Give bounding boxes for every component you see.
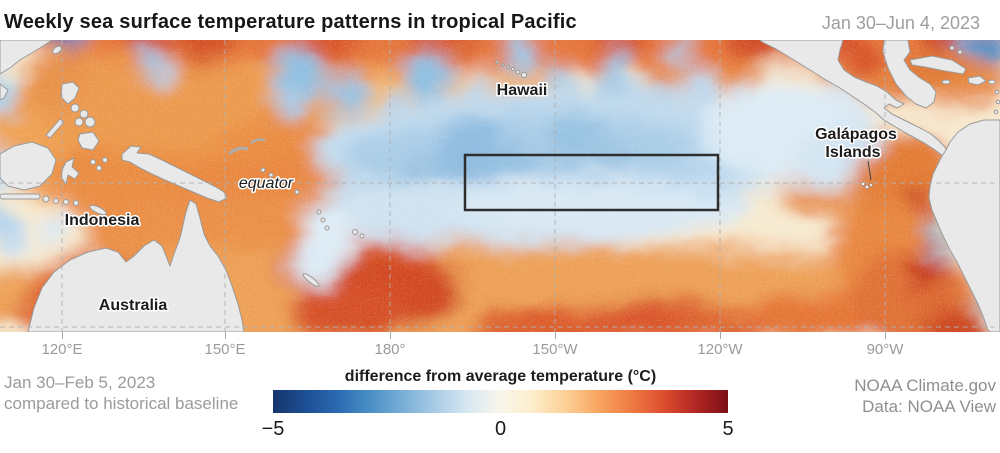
land-hispaniola <box>967 75 987 86</box>
land-antilles <box>995 99 1000 105</box>
axis-tick <box>555 332 556 339</box>
land-luzon <box>60 81 80 105</box>
land-australia <box>27 199 245 332</box>
colorbar-labels: −5 0 5 <box>262 418 734 442</box>
land-mindanao <box>77 131 100 151</box>
axis-tick-label: 180° <box>374 341 406 358</box>
land-philippine-island <box>74 117 84 127</box>
land-sunda-island <box>42 195 50 203</box>
land-fiji <box>352 229 358 235</box>
land-moluccas <box>90 159 96 165</box>
period-baseline-note: compared to historical baseline <box>4 394 239 413</box>
axis-tick-label: 150°W <box>532 341 578 358</box>
land-solomon-island <box>260 167 266 173</box>
land-layer <box>0 40 1000 332</box>
land-solomon-island <box>284 182 290 188</box>
axis-tick <box>720 332 721 339</box>
label-galapagos-line2: Islands <box>825 144 880 161</box>
land-timor <box>89 204 107 216</box>
axis-tick <box>390 332 391 339</box>
land-philippine-island <box>84 116 96 128</box>
land-hawaii-chain <box>495 60 528 79</box>
land-jamaica <box>941 79 951 85</box>
colorbar-title: difference from average temperature (°C) <box>344 368 657 385</box>
axis-tick-label: 150°E <box>204 341 246 358</box>
land-new-ireland <box>250 138 266 145</box>
label-australia: Australia <box>99 297 168 314</box>
land-sunda-island <box>63 199 69 205</box>
land-puerto-rico <box>988 79 996 85</box>
land-sulawesi <box>60 157 80 185</box>
land-borneo <box>0 141 57 191</box>
land-asia <box>0 40 53 75</box>
date-range: Jan 30–Jun 4, 2023 <box>821 13 980 33</box>
land-bahamas <box>949 45 955 51</box>
land-java <box>0 193 41 200</box>
map-labels: Hawaii Galápagos Islands Indonesia Austr… <box>63 81 898 316</box>
land-philippine-island <box>79 109 89 119</box>
land-new-britain <box>228 146 249 156</box>
axis-tick <box>225 332 226 339</box>
land-palawan <box>45 118 65 139</box>
land-solomon-island <box>276 177 282 183</box>
land-taiwan <box>52 45 62 55</box>
land-cuba <box>909 55 967 75</box>
colorbar-mid-label: 0 <box>494 418 507 440</box>
land-solomon-island <box>268 172 274 178</box>
land-vietnam <box>0 83 9 101</box>
credit-source: NOAA Climate.gov <box>854 376 996 395</box>
figure-title: Weekly sea surface temperature patterns … <box>4 11 577 33</box>
land-antilles <box>994 89 1000 95</box>
land-solomon-island <box>294 189 300 195</box>
colorbar-max-label: 5 <box>722 418 734 440</box>
land-fiji <box>359 233 365 239</box>
land-sunda-island <box>73 200 79 206</box>
colorbar-gradient <box>273 390 728 413</box>
credit-data: Data: NOAA View <box>862 397 996 416</box>
gridlines <box>0 40 1000 332</box>
land-vanuatu <box>316 209 322 215</box>
credits-block: NOAA Climate.gov Data: NOAA View <box>854 375 996 417</box>
land-yucatan <box>882 40 937 109</box>
land-south-america <box>928 119 1000 332</box>
nino-region-box <box>463 153 720 212</box>
land-moluccas <box>96 165 102 171</box>
land-vanuatu <box>320 217 326 223</box>
axis-tick <box>885 332 886 339</box>
label-galapagos-line1: Galápagos <box>815 126 897 143</box>
land-mexico-central-america <box>759 40 949 157</box>
land-sunda-island <box>53 198 59 204</box>
land-bahamas <box>957 49 963 55</box>
land-moluccas <box>102 157 108 163</box>
period-dates: Jan 30–Feb 5, 2023 <box>4 373 156 392</box>
land-antilles <box>993 109 999 115</box>
label-hawaii: Hawaii <box>497 82 548 99</box>
axis-tick <box>62 332 63 339</box>
land-philippine-island <box>70 103 80 113</box>
map-svg: Hawaii Galápagos Islands Indonesia Austr… <box>0 40 1000 332</box>
galapagos-pointer-line <box>867 160 872 181</box>
land-vanuatu <box>324 225 330 231</box>
label-equator: equator <box>239 175 294 192</box>
axis-tick-label: 120°E <box>41 341 83 358</box>
land-galapagos <box>861 181 873 189</box>
pacific-map: Hawaii Galápagos Islands Indonesia Austr… <box>0 40 1000 332</box>
label-indonesia: Indonesia <box>65 212 140 229</box>
land-new-caledonia <box>302 273 320 287</box>
axis-tick-label: 90°W <box>866 341 904 358</box>
colorbar: difference from average temperature (°C) <box>262 368 734 442</box>
colorbar-min-label: −5 <box>261 418 285 440</box>
period-block: Jan 30–Feb 5, 2023 compared to historica… <box>4 372 238 414</box>
axis-tick-label: 120°W <box>697 341 743 358</box>
